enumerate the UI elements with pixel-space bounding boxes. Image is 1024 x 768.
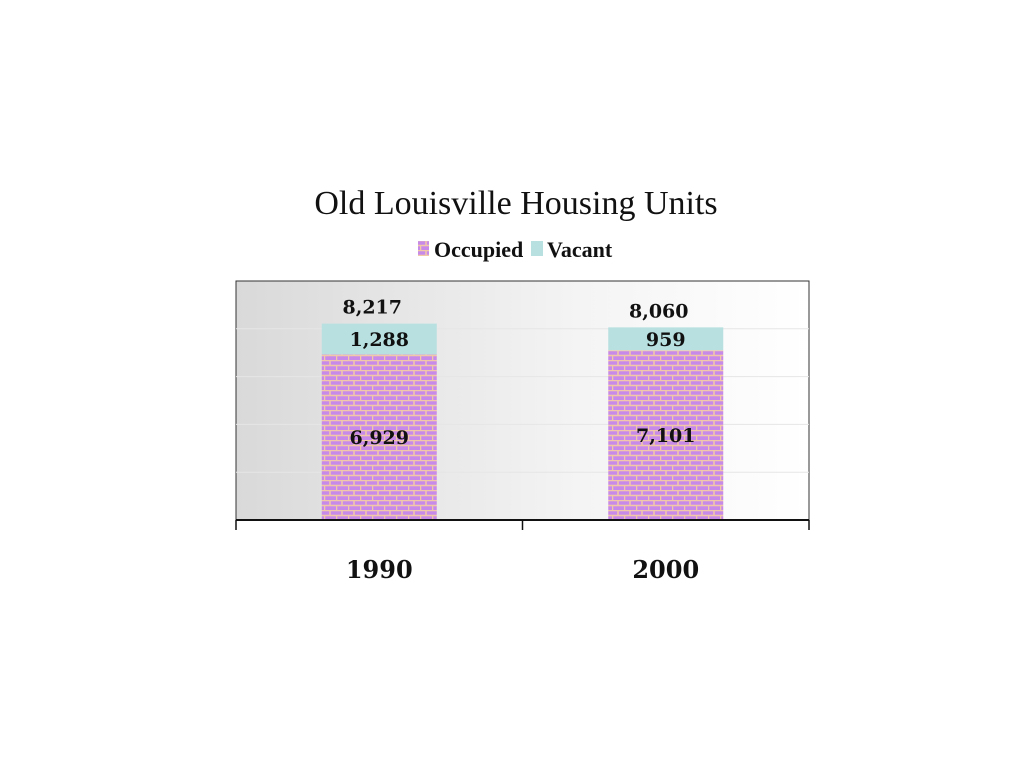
x-axis-ticks: 1990 2000 [235,520,810,584]
legend-label-occupied: Occupied [434,237,523,262]
legend-swatch-occupied [418,241,429,256]
bar-occupied-1990 [321,354,437,520]
data-label-occupied-1990: 6,929 [350,427,410,449]
bar-vacant-1990 [321,323,437,355]
data-label-vacant-1990: 1,288 [350,329,410,351]
data-label-occupied-2000: 7,101 [636,425,696,447]
legend-swatch-vacant [531,241,543,256]
data-labels: 6,929 1,288 8,217 7,101 959 8,060 [343,297,696,450]
legend: Occupied Vacant [418,237,613,262]
data-label-vacant-2000: 959 [646,329,686,351]
bar-occupied-2000 [608,350,724,520]
total-label-2000: 8,060 [629,300,689,322]
x-tick-label-1990: 1990 [346,555,413,584]
bar-vacant-2000 [608,327,724,351]
total-label-1990: 8,217 [343,297,403,319]
x-tick-label-2000: 2000 [632,555,699,584]
legend-label-vacant: Vacant [547,237,613,262]
chart-title: Old Louisville Housing Units [314,185,717,222]
bars [321,323,724,520]
